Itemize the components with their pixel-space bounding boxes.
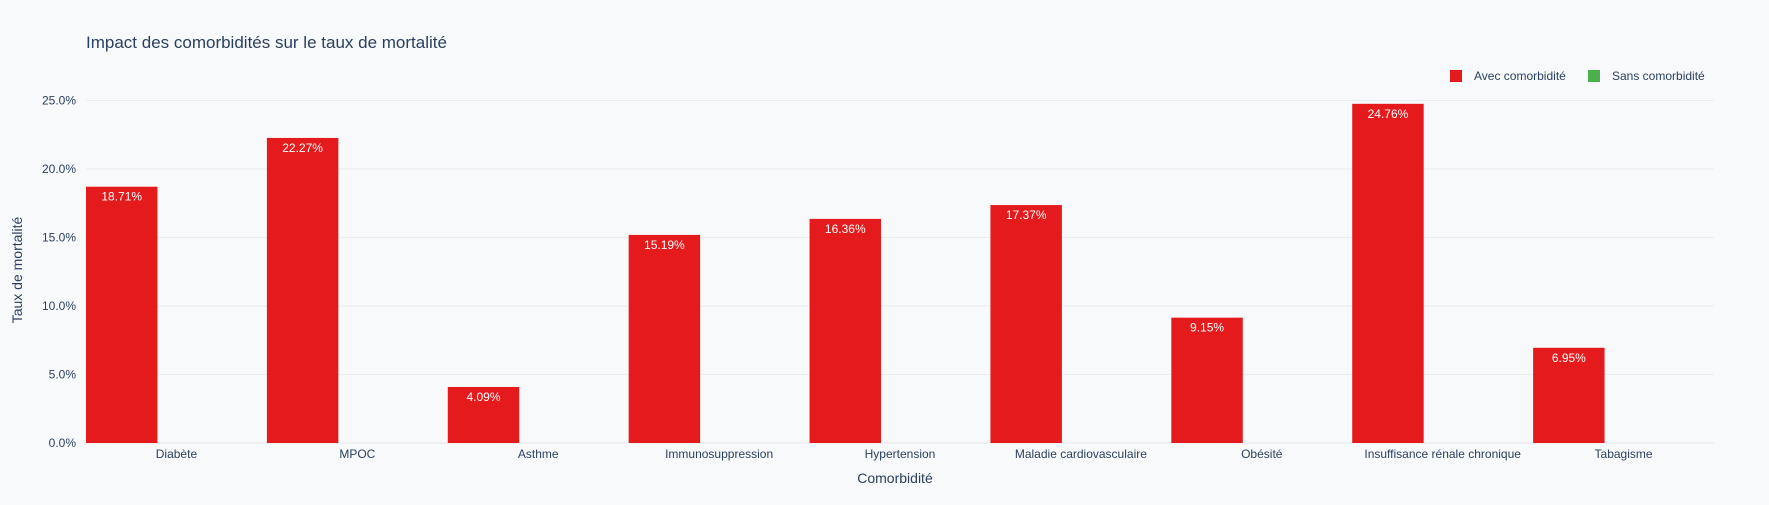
- y-axis-title: Taux de mortalité: [9, 216, 25, 323]
- x-tick-label: Maladie cardiovasculaire: [1015, 447, 1147, 461]
- y-axis-ticks: 0.0% 5.0% 10.0% 15.0% 20.0% 25.0%: [42, 94, 76, 450]
- bar-data-label: 4.09%: [466, 390, 500, 404]
- bar-data-label: 16.36%: [825, 222, 866, 236]
- gridlines: [86, 100, 1714, 444]
- legend[interactable]: Avec comorbidité Sans comorbidité: [1450, 69, 1705, 83]
- x-tick-label: Immunosuppression: [665, 447, 773, 461]
- legend-swatch: [1588, 70, 1600, 82]
- legend-item[interactable]: Sans comorbidité: [1588, 69, 1705, 83]
- bar-data-label: 18.71%: [101, 190, 142, 204]
- bar[interactable]: [990, 205, 1062, 443]
- legend-item[interactable]: Avec comorbidité: [1450, 69, 1566, 83]
- legend-label: Avec comorbidité: [1474, 69, 1566, 83]
- y-tick-label: 20.0%: [42, 162, 76, 176]
- x-tick-label: Obésité: [1241, 447, 1283, 461]
- y-tick-label: 25.0%: [42, 94, 76, 108]
- bar[interactable]: [266, 137, 339, 443]
- legend-label: Sans comorbidité: [1612, 69, 1705, 83]
- x-tick-label: Hypertension: [865, 447, 936, 461]
- y-tick-label: 15.0%: [42, 231, 76, 245]
- x-tick-label: Diabète: [156, 447, 198, 461]
- bar[interactable]: [628, 234, 701, 443]
- x-tick-label: Tabagisme: [1595, 447, 1653, 461]
- bar[interactable]: [1171, 317, 1243, 443]
- x-axis-title: Comorbidité: [857, 470, 933, 486]
- chart-title: Impact des comorbidités sur le taux de m…: [86, 33, 447, 52]
- bar-data-label: 24.76%: [1368, 107, 1409, 121]
- bar[interactable]: [447, 386, 520, 443]
- y-tick-label: 0.0%: [49, 436, 77, 450]
- bar[interactable]: [1352, 103, 1424, 443]
- bar[interactable]: [809, 218, 882, 443]
- y-tick-label: 5.0%: [49, 368, 77, 382]
- bar[interactable]: [86, 186, 158, 443]
- bar-data-label: 22.27%: [282, 141, 323, 155]
- bar-data-label: 17.37%: [1006, 208, 1047, 222]
- bar[interactable]: [1533, 347, 1605, 443]
- x-tick-label: Asthme: [518, 447, 559, 461]
- bars: 18.71% 22.27% 4.09% 15.19% 16.36% 17.37% 9.15%…: [86, 103, 1605, 443]
- bar-data-label: 9.15%: [1190, 321, 1224, 335]
- x-tick-label: Insuffisance rénale chronique: [1364, 447, 1521, 461]
- y-tick-label: 10.0%: [42, 299, 76, 313]
- bar-data-label: 15.19%: [644, 238, 685, 252]
- bar-data-label: 6.95%: [1552, 351, 1586, 365]
- x-tick-label: MPOC: [339, 447, 375, 461]
- legend-swatch: [1450, 70, 1462, 82]
- x-axis-ticks: Diabète MPOC Asthme Immunosuppression Hypert…: [156, 447, 1653, 461]
